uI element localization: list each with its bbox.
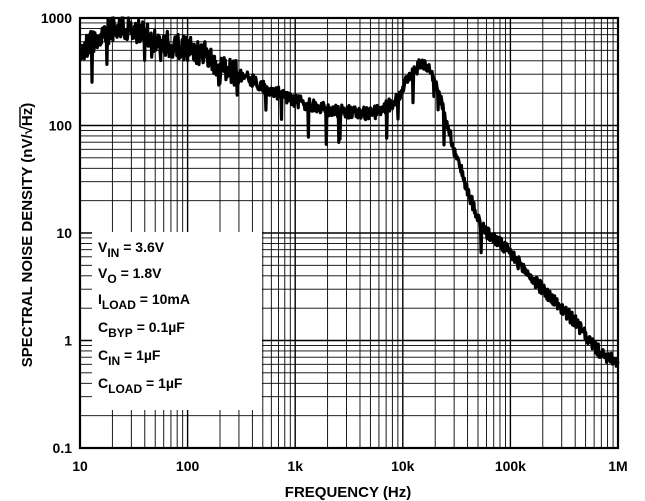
y-tick-label: 100 xyxy=(49,118,73,134)
legend-line: CLOAD = 1µF xyxy=(98,375,183,396)
x-axis-title: FREQUENCY (Hz) xyxy=(285,484,411,501)
legend-symbol: C xyxy=(98,319,108,335)
y-axis-title-radical: √ xyxy=(19,125,36,134)
y-axis-title-prefix: SPECTRAL NOISE DENSITY (nV/ xyxy=(19,134,36,368)
x-tick-label: 100k xyxy=(495,458,526,474)
x-tick-label: 1M xyxy=(608,458,627,474)
legend-line: ILOAD = 10mA xyxy=(98,291,190,312)
legend-symbol: C xyxy=(98,347,108,363)
legend-value: = 1µF xyxy=(120,347,161,363)
y-axis-title-suffix: ) xyxy=(19,103,36,108)
legend-value: = 10mA xyxy=(136,291,190,307)
y-tick-label: 1000 xyxy=(41,10,72,26)
x-tick-label: 10 xyxy=(72,458,88,474)
legend-value: = 0.1µF xyxy=(133,319,185,335)
legend-symbol: V xyxy=(98,265,108,281)
legend-subscript: O xyxy=(107,272,116,286)
legend-line: VO = 1.8V xyxy=(98,265,162,286)
y-axis-title: SPECTRAL NOISE DENSITY (nV/√Hz) xyxy=(19,103,36,367)
x-tick-label: 100 xyxy=(176,458,200,474)
noise-density-series xyxy=(78,16,620,368)
y-tick-labels: 0.1 1 10 100 1000 xyxy=(41,10,72,456)
legend-value: = 3.6V xyxy=(119,239,164,255)
legend-line: VIN = 3.6V xyxy=(98,239,165,260)
legend-background xyxy=(92,232,262,410)
legend-subscript: IN xyxy=(107,246,119,260)
y-tick-label: 10 xyxy=(56,225,72,241)
legend-symbol: V xyxy=(98,239,108,255)
legend-line: CBYP = 0.1µF xyxy=(98,319,185,340)
legend-subscript: LOAD xyxy=(102,298,136,312)
legend-line: CIN = 1µF xyxy=(98,347,161,368)
legend-subscript: LOAD xyxy=(108,382,142,396)
y-axis-title-radicand: Hz xyxy=(19,108,36,126)
y-tick-label: 1 xyxy=(64,333,72,349)
x-tick-label: 10k xyxy=(391,458,415,474)
legend-symbol: I xyxy=(98,291,102,307)
legend-symbol: C xyxy=(98,375,108,391)
x-tick-label: 1k xyxy=(287,458,303,474)
y-tick-label: 0.1 xyxy=(53,440,73,456)
legend-subscript: BYP xyxy=(108,326,133,340)
series-group xyxy=(78,16,620,368)
plot-border xyxy=(78,16,620,450)
plot-frame xyxy=(78,16,620,450)
legend-subscript: IN xyxy=(108,354,120,368)
svg-text:SPECTRAL NOISE DENSITY (nV/√Hz: SPECTRAL NOISE DENSITY (nV/√Hz) xyxy=(19,103,36,367)
x-tick-labels: 10 100 1k 10k 100k 1M xyxy=(72,458,628,474)
legend-value: = 1µF xyxy=(142,375,183,391)
legend-value: = 1.8V xyxy=(117,265,162,281)
